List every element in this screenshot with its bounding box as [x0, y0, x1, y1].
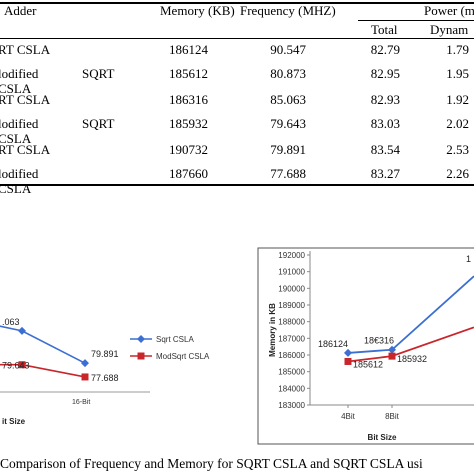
- memory-value: 185932: [169, 116, 208, 131]
- memory-y-tick-label: 187000: [278, 334, 305, 343]
- freq-x-tick-label: 16-Bit: [72, 399, 90, 406]
- memory-value: 187660: [169, 166, 208, 181]
- freq-point: [18, 361, 26, 369]
- power-total-value: 82.93: [370, 92, 400, 107]
- adder-type: CSLA: [0, 81, 32, 96]
- power-dynamic-value: 1.92: [446, 92, 469, 107]
- memory-data-label: 1: [466, 254, 471, 264]
- memory-y-tick-label: 185000: [278, 368, 305, 377]
- memory-x-axis-label: Bit Size: [368, 433, 397, 442]
- memory-data-label: 185612: [353, 359, 383, 369]
- power-total-value: 82.95: [370, 66, 400, 81]
- adder-variant: SQRT: [82, 66, 115, 81]
- memory-data-label: 185932: [397, 354, 427, 364]
- header-dynamic: Dynam: [430, 22, 469, 37]
- freq-x-axis-label: it Size: [2, 417, 26, 426]
- header-power: Power (m: [424, 3, 474, 18]
- adder-variant: SQRT: [82, 116, 115, 131]
- adder-type: CSLA: [0, 131, 32, 146]
- adder-name: RT CSLA: [0, 142, 51, 157]
- memory-point: [344, 348, 352, 357]
- table-bottom-rule: [0, 184, 474, 186]
- header-bottom-rule: [0, 38, 474, 39]
- memory-point: [344, 357, 352, 365]
- power-total-value: 83.54: [370, 142, 400, 157]
- memory-y-tick-label: 190000: [278, 284, 305, 293]
- memory-y-tick-label: 188000: [278, 318, 305, 327]
- caption-text: Comparison of Frequency and Memory for S…: [0, 456, 423, 471]
- freq-point: [81, 359, 89, 368]
- frequency-value: 79.643: [270, 116, 306, 131]
- memory-x-tick-label: 4Bit: [341, 412, 356, 421]
- adder-name: RT CSLA: [0, 42, 51, 57]
- power-subheader-rule: [358, 20, 474, 21]
- memory-y-tick-label: 191000: [278, 268, 305, 277]
- freq-data-label: .063: [2, 317, 20, 327]
- table-top-rule: [0, 2, 474, 4]
- memory-point: [388, 352, 396, 360]
- memory-data-label: 18€316: [364, 336, 394, 346]
- power-dynamic-value: 2.02: [446, 116, 469, 131]
- memory-value: 185612: [169, 66, 208, 81]
- memory-data-label: 186124: [318, 339, 348, 349]
- memory-y-tick-label: 183000: [278, 401, 305, 410]
- freq-legend-label: Sqrt CSLA: [156, 335, 194, 344]
- adder-name: lodified: [0, 166, 39, 181]
- frequency-value: 80.873: [270, 66, 306, 81]
- memory-point: [388, 345, 396, 354]
- frequency-value: 77.688: [270, 166, 306, 181]
- power-dynamic-value: 1.79: [446, 42, 469, 57]
- freq-legend-marker: [137, 352, 145, 360]
- adder-name: lodified: [0, 66, 39, 81]
- power-total-value: 83.27: [370, 166, 400, 181]
- header-memory: Memory (KB): [160, 3, 235, 18]
- freq-data-label: 77.688: [91, 373, 119, 383]
- freq-data-label: 79.891: [91, 349, 119, 359]
- frequency-value: 79.891: [270, 142, 306, 157]
- memory-y-tick-label: 186000: [278, 351, 305, 360]
- freq-series-line-0: [0, 325, 86, 364]
- memory-y-axis-label: Memory in KB: [268, 303, 277, 357]
- memory-value: 186316: [169, 92, 208, 107]
- header-adder: Adder: [4, 3, 37, 18]
- header-frequency: Frequency (MHZ): [240, 3, 336, 18]
- figure-caption: Comparison of Frequency and Memory for S…: [0, 456, 423, 472]
- power-dynamic-value: 2.26: [446, 166, 469, 181]
- adder-name: RT CSLA: [0, 92, 51, 107]
- frequency-value: 85.063: [270, 92, 306, 107]
- freq-point: [81, 373, 89, 381]
- frequency-value: 90.547: [270, 42, 306, 57]
- header-total: Total: [371, 22, 398, 37]
- memory-value: 190732: [169, 142, 208, 157]
- memory-y-tick-label: 189000: [278, 301, 305, 310]
- power-total-value: 82.79: [370, 42, 400, 57]
- memory-y-tick-label: 192000: [278, 251, 305, 260]
- power-total-value: 83.03: [370, 116, 400, 131]
- memory-value: 186124: [169, 42, 208, 57]
- freq-legend-label: ModSqrt CSLA: [156, 352, 210, 361]
- memory-y-tick-label: 184000: [278, 384, 305, 393]
- freq-point: [18, 326, 26, 335]
- memory-x-tick-label: 8Bit: [385, 412, 400, 421]
- power-dynamic-value: 2.53: [446, 142, 469, 157]
- freq-data-label: 79.643: [2, 361, 30, 371]
- memory-chart-frame: [257, 247, 474, 445]
- freq-legend-marker: [137, 335, 145, 343]
- power-dynamic-value: 1.95: [446, 66, 469, 81]
- adder-name: lodified: [0, 116, 39, 131]
